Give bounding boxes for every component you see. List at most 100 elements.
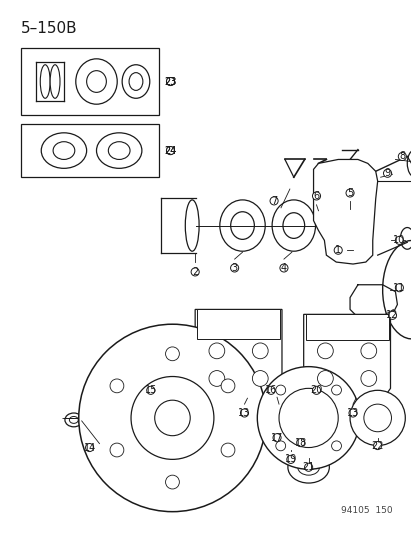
Text: 19: 19	[284, 454, 296, 464]
Ellipse shape	[108, 142, 130, 159]
Ellipse shape	[297, 459, 319, 475]
Text: 13: 13	[238, 408, 250, 418]
Ellipse shape	[292, 409, 308, 427]
Ellipse shape	[41, 133, 86, 168]
Text: 5–150B: 5–150B	[21, 21, 77, 36]
Circle shape	[131, 376, 214, 459]
Circle shape	[209, 343, 224, 359]
Ellipse shape	[219, 200, 265, 251]
Ellipse shape	[230, 212, 254, 239]
Ellipse shape	[69, 416, 78, 423]
Circle shape	[387, 311, 396, 319]
Ellipse shape	[65, 413, 83, 427]
Circle shape	[275, 385, 285, 395]
Text: 14: 14	[83, 442, 95, 453]
Circle shape	[345, 189, 353, 197]
Circle shape	[275, 441, 285, 451]
Circle shape	[363, 404, 391, 432]
Circle shape	[221, 443, 234, 457]
Ellipse shape	[76, 59, 117, 104]
Text: 4: 4	[280, 263, 286, 273]
Circle shape	[279, 264, 287, 272]
Ellipse shape	[279, 435, 301, 450]
Circle shape	[312, 192, 320, 200]
Polygon shape	[303, 314, 389, 402]
Text: 11: 11	[392, 282, 404, 293]
Text: 22: 22	[370, 441, 383, 450]
Text: 3: 3	[231, 263, 237, 273]
Ellipse shape	[285, 439, 296, 447]
Circle shape	[252, 343, 268, 359]
Bar	[197, 310, 279, 339]
Circle shape	[110, 443, 123, 457]
Polygon shape	[313, 159, 377, 264]
Circle shape	[296, 439, 304, 447]
Ellipse shape	[287, 451, 328, 483]
Circle shape	[165, 347, 179, 361]
Text: 17: 17	[270, 433, 282, 443]
Ellipse shape	[185, 200, 199, 251]
Text: 21: 21	[302, 462, 314, 472]
Circle shape	[269, 197, 278, 205]
Circle shape	[257, 367, 359, 469]
Circle shape	[85, 443, 93, 451]
Circle shape	[373, 441, 381, 450]
Circle shape	[331, 441, 341, 451]
Text: 5: 5	[346, 188, 352, 198]
Circle shape	[394, 284, 402, 292]
Ellipse shape	[53, 142, 75, 159]
Text: 18: 18	[294, 438, 306, 448]
Text: 24: 24	[164, 146, 176, 156]
Circle shape	[166, 77, 174, 86]
Ellipse shape	[399, 228, 413, 249]
Ellipse shape	[122, 64, 150, 98]
Text: 7: 7	[270, 196, 277, 206]
Ellipse shape	[296, 414, 304, 422]
Circle shape	[312, 386, 320, 394]
Circle shape	[266, 386, 275, 394]
Circle shape	[304, 463, 312, 471]
Text: 13: 13	[346, 408, 358, 418]
Text: 2: 2	[192, 267, 198, 277]
Text: 6: 6	[313, 191, 319, 201]
Text: 24: 24	[164, 146, 176, 156]
Ellipse shape	[129, 72, 142, 91]
Circle shape	[165, 475, 179, 489]
Bar	[21, 48, 158, 115]
Circle shape	[240, 409, 248, 417]
Text: 23: 23	[164, 77, 176, 86]
Circle shape	[146, 386, 154, 394]
Ellipse shape	[282, 213, 304, 238]
Circle shape	[348, 409, 356, 417]
Circle shape	[78, 324, 266, 512]
Circle shape	[317, 370, 332, 386]
Circle shape	[333, 246, 342, 254]
Ellipse shape	[86, 71, 106, 92]
Circle shape	[360, 343, 376, 359]
Text: 20: 20	[310, 385, 322, 395]
Text: 94105  150: 94105 150	[340, 506, 392, 515]
Text: 8: 8	[398, 151, 404, 161]
Circle shape	[166, 77, 174, 86]
Ellipse shape	[50, 64, 60, 98]
Text: 23: 23	[164, 77, 176, 86]
Circle shape	[349, 390, 404, 446]
Circle shape	[331, 385, 341, 395]
Circle shape	[166, 147, 174, 155]
Text: 9: 9	[384, 168, 389, 178]
Circle shape	[209, 370, 224, 386]
Circle shape	[110, 379, 123, 393]
Text: 10: 10	[392, 236, 404, 245]
Circle shape	[154, 400, 190, 435]
Ellipse shape	[96, 133, 142, 168]
Ellipse shape	[40, 64, 50, 98]
Circle shape	[278, 389, 337, 448]
Ellipse shape	[279, 410, 293, 426]
Circle shape	[252, 370, 268, 386]
Circle shape	[221, 379, 234, 393]
Bar	[21, 124, 158, 177]
Ellipse shape	[271, 200, 315, 251]
Circle shape	[230, 264, 238, 272]
Circle shape	[166, 147, 174, 155]
Circle shape	[272, 434, 280, 442]
